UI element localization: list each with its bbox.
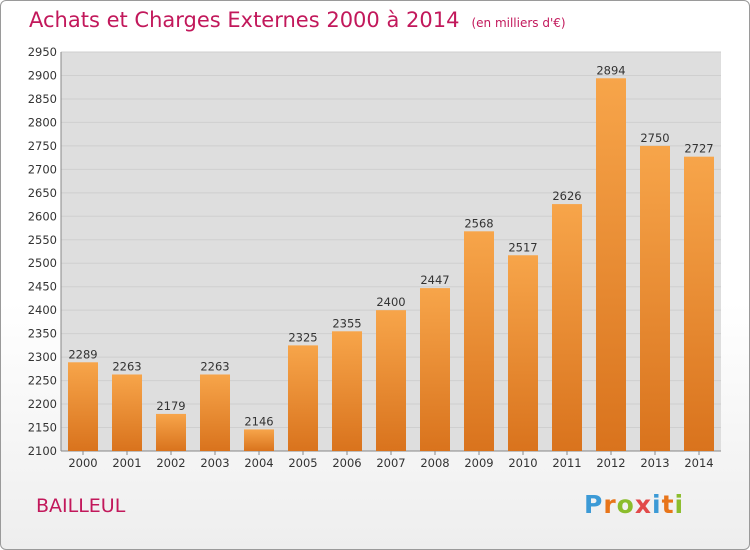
logo-letter: t (661, 490, 675, 519)
y-tick-label: 2550 (28, 233, 57, 247)
logo-letter: i (652, 490, 662, 519)
data-label: 2447 (420, 273, 449, 287)
logo-letter: x (634, 490, 652, 519)
y-tick-label: 2700 (28, 162, 57, 176)
x-tick-label: 2011 (552, 456, 581, 470)
data-label: 2517 (508, 240, 537, 254)
x-tick-label: 2004 (244, 456, 273, 470)
bar (552, 204, 582, 451)
y-tick-label: 2350 (28, 327, 57, 341)
data-label: 2568 (464, 216, 493, 230)
bar (288, 345, 318, 451)
x-tick-label: 2001 (112, 456, 141, 470)
y-tick-label: 2650 (28, 186, 57, 200)
data-label: 2146 (244, 414, 273, 428)
logo-letter: r (603, 490, 617, 519)
proxiti-logo: Proxiti (584, 490, 684, 519)
y-tick-label: 2950 (28, 45, 57, 59)
bar (68, 362, 98, 451)
data-label: 2325 (288, 330, 317, 344)
data-label: 2626 (552, 189, 581, 203)
y-tick-label: 2850 (28, 92, 57, 106)
bar (244, 429, 274, 451)
y-tick-label: 2800 (28, 115, 57, 129)
y-tick-label: 2150 (28, 421, 57, 435)
y-tick-label: 2200 (28, 397, 57, 411)
x-tick-label: 2003 (200, 456, 229, 470)
data-label: 2355 (332, 316, 361, 330)
y-tick-label: 2600 (28, 209, 57, 223)
bar (464, 231, 494, 451)
y-tick-label: 2300 (28, 350, 57, 364)
x-tick-label: 2008 (420, 456, 449, 470)
logo-letter: i (674, 490, 685, 519)
bar (200, 374, 230, 451)
y-tick-label: 2250 (28, 374, 57, 388)
y-tick-label: 2750 (28, 139, 57, 153)
x-tick-label: 2012 (596, 456, 625, 470)
chart-unit: (en milliers d'€) (471, 16, 566, 30)
data-label: 2263 (112, 359, 141, 373)
x-tick-label: 2005 (288, 456, 317, 470)
location-label: BAILLEUL (36, 495, 126, 517)
title-text: Achats et Charges Externes 2000 à 2014 (29, 8, 460, 32)
x-tick-label: 2002 (156, 456, 185, 470)
bar (640, 145, 670, 451)
y-tick-label: 2500 (28, 256, 57, 270)
y-tick-label: 2400 (28, 303, 57, 317)
data-label: 2400 (376, 295, 405, 309)
bar (376, 310, 406, 451)
x-tick-label: 2009 (464, 456, 493, 470)
data-label: 2727 (684, 142, 713, 156)
data-label: 2750 (640, 131, 669, 145)
data-label: 2263 (200, 359, 229, 373)
data-label: 2179 (156, 399, 185, 413)
bar (156, 413, 186, 451)
bar (684, 156, 714, 451)
x-tick-label: 2014 (684, 456, 713, 470)
chart-title: Achats et Charges Externes 2000 à 2014 (e… (29, 8, 566, 32)
y-tick-label: 2900 (28, 68, 57, 82)
x-tick-label: 2006 (332, 456, 361, 470)
x-tick-label: 2013 (640, 456, 669, 470)
y-tick-label: 2100 (28, 444, 57, 458)
bar (596, 78, 626, 452)
x-tick-label: 2010 (508, 456, 537, 470)
x-tick-label: 2007 (376, 456, 405, 470)
bar (508, 255, 538, 451)
logo-letter: P (584, 490, 604, 519)
logo-letter: o (616, 490, 635, 519)
bar (112, 374, 142, 451)
x-tick-label: 2000 (68, 456, 97, 470)
data-label: 2894 (596, 63, 625, 77)
data-label: 2289 (68, 347, 97, 361)
bar (420, 288, 450, 451)
bar (332, 331, 362, 451)
y-tick-label: 2450 (28, 280, 57, 294)
